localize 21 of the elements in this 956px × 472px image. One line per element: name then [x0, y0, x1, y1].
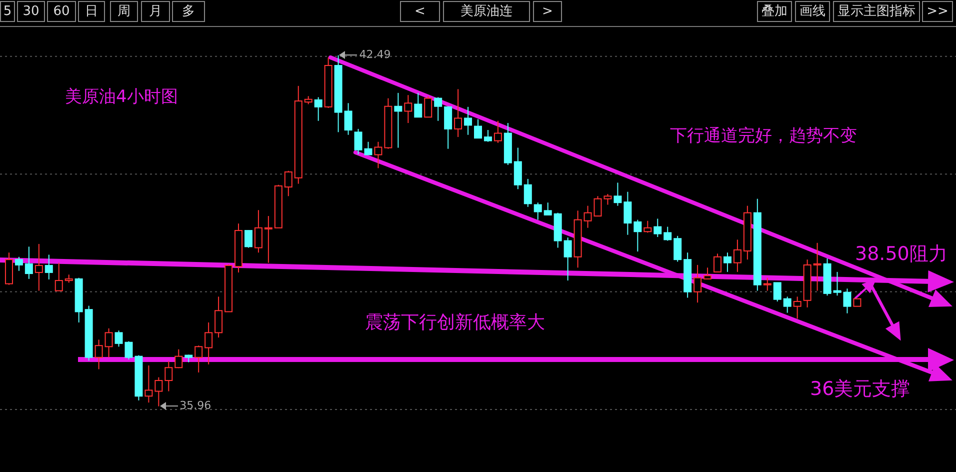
annotation: 36美元支撑	[810, 376, 910, 402]
text: 叠加	[757, 1, 792, 22]
text: 月	[141, 1, 170, 22]
text: 日	[78, 1, 105, 22]
annotation: 震荡下行创新低概率大	[365, 311, 545, 334]
text: 周	[110, 1, 138, 22]
text: 多	[172, 1, 205, 22]
text: 显示主图指标	[833, 1, 920, 22]
annotation: 38.50阻力	[855, 242, 948, 267]
text: 5	[0, 1, 15, 22]
text: >	[533, 1, 562, 22]
text: 画线	[795, 1, 830, 22]
annotation: 35.96	[180, 399, 212, 412]
text: 美原油连	[443, 1, 530, 22]
annotation: 下行通道完好，趋势不变	[670, 124, 857, 147]
text: <	[400, 1, 440, 22]
text: 美原油4小时图	[65, 86, 178, 108]
text: >>	[922, 1, 953, 22]
annotation: 42.49	[359, 48, 391, 62]
text: 60	[47, 1, 76, 22]
text: 30	[17, 1, 45, 22]
